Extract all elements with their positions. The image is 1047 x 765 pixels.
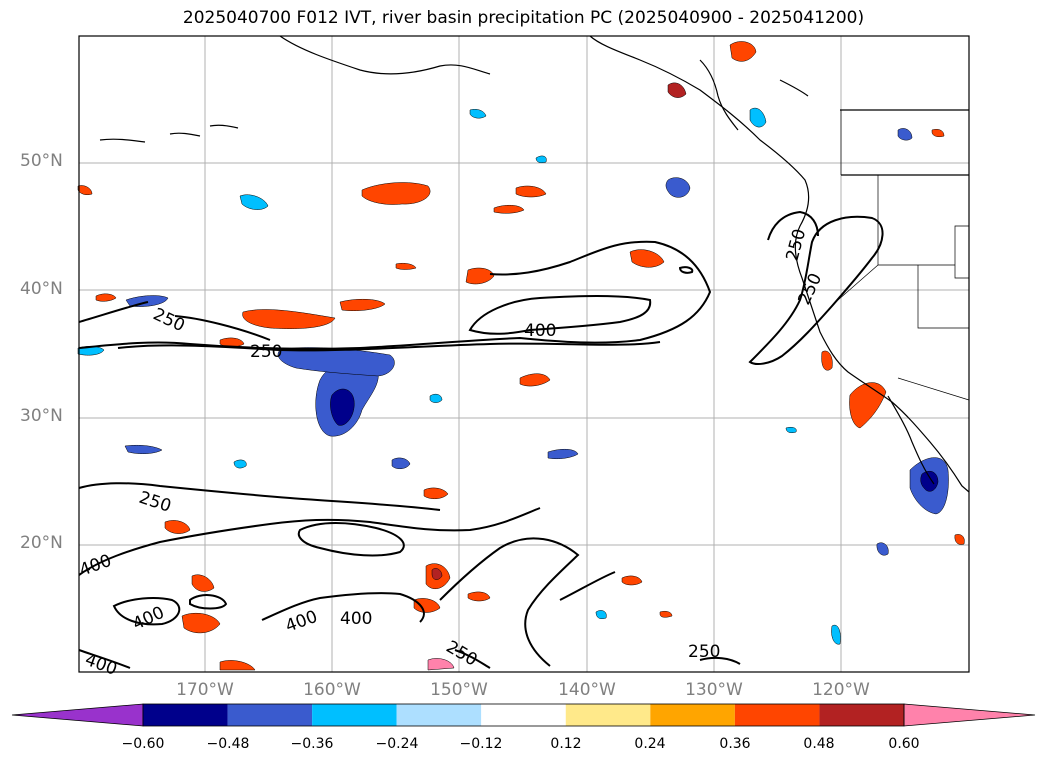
colorbar-segment — [650, 704, 735, 726]
contour-label-400: 400 — [340, 609, 372, 629]
colorbar-tick: 0.12 — [550, 736, 582, 752]
colorbar-tick: 0.48 — [803, 736, 835, 752]
precip-negative-blobs — [77, 107, 949, 645]
figure-title: 2025040700 F012 IVT, river basin precipi… — [182, 8, 865, 28]
colorbar — [11, 703, 1036, 727]
political-boundaries — [837, 110, 970, 401]
contour-label-250: 250 — [688, 642, 720, 662]
colorbar-tick: −0.60 — [121, 736, 165, 752]
colorbar-segment — [565, 704, 651, 726]
lat-label-30n: 30°N — [20, 406, 63, 426]
colorbar-segment — [396, 704, 482, 726]
lon-label-140w: 140°W — [558, 680, 616, 700]
coastlines — [99, 35, 970, 493]
colorbar-tick: 0.36 — [719, 736, 751, 752]
colorbar-tick: −0.24 — [375, 736, 419, 752]
lon-label-160w: 160°W — [303, 680, 361, 700]
contour-label-400: 400 — [524, 321, 556, 341]
colorbar-segment — [819, 704, 904, 726]
precip-positive-blobs — [77, 41, 965, 671]
lat-label-40n: 40°N — [20, 279, 63, 299]
colorbar-tick: 0.60 — [888, 736, 920, 752]
lon-label-150w: 150°W — [430, 680, 488, 700]
colorbar-extend-max — [903, 703, 1036, 727]
colorbar-segment — [143, 704, 228, 726]
map-frame — [78, 35, 970, 673]
contour-label-250: 250 — [250, 342, 282, 362]
colorbar-segment — [312, 704, 397, 726]
colorbar-extend-min — [11, 703, 144, 727]
colorbar-tick: 0.24 — [634, 736, 666, 752]
colorbar-tick: −0.48 — [206, 736, 250, 752]
colorbar-segment — [227, 704, 313, 726]
lon-label-130w: 130°W — [685, 680, 743, 700]
colorbar-border — [142, 703, 905, 727]
lon-label-120w: 120°W — [812, 680, 870, 700]
contour-labels: 250 250 400 250 250 250 400 400 400 400 … — [77, 227, 826, 680]
ivt-contours — [78, 210, 884, 669]
colorbar-segment — [481, 704, 566, 726]
lat-label-20n: 20°N — [20, 533, 63, 553]
lon-label-170w: 170°W — [176, 680, 234, 700]
colorbar-segment — [734, 704, 820, 726]
lat-label-50n: 50°N — [20, 151, 63, 171]
colorbar-tick: −0.12 — [459, 736, 503, 752]
colorbar-tick: −0.36 — [290, 736, 334, 752]
